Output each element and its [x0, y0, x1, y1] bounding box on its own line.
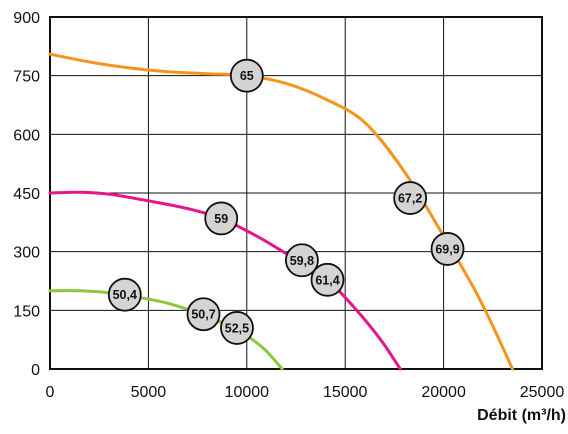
series-2-curve — [48, 289, 284, 371]
y-tick-label: 150 — [13, 303, 40, 320]
marker-circle — [229, 58, 264, 93]
marker-circle — [186, 297, 221, 332]
x-tick-label: 15000 — [323, 384, 368, 401]
x-tick-label: 0 — [46, 384, 55, 401]
curve-marker: 59,8 — [285, 243, 319, 278]
curve-marker: 52,5 — [220, 311, 254, 345]
marker-label: 69,9 — [435, 242, 459, 256]
marker-circle — [393, 181, 428, 215]
curve-marker: 69,9 — [430, 232, 465, 266]
x-tick-label: 10000 — [225, 384, 270, 401]
curve-layer — [48, 52, 514, 371]
marker-layer: 65 67,2 69,9 59 59,861,4 50,4 50,7 52,5 — [107, 58, 465, 345]
marker-label: 50,7 — [191, 308, 215, 322]
y-tick-label: 450 — [13, 186, 40, 203]
y-tick-label: 300 — [13, 245, 40, 262]
marker-circle — [310, 262, 345, 297]
x-axis-title: Débit (m³/h) — [477, 407, 566, 424]
marker-circle — [430, 232, 465, 266]
curve-marker: 59 — [204, 201, 239, 236]
y-tick-label: 750 — [13, 69, 40, 86]
marker-circle — [285, 243, 319, 278]
curve-marker: 67,2 — [393, 181, 428, 215]
curve-marker: 50,4 — [107, 277, 142, 312]
marker-circle — [107, 277, 142, 312]
marker-circle — [204, 201, 239, 236]
marker-label: 50,4 — [113, 288, 137, 302]
marker-label: 59 — [214, 212, 228, 226]
marker-label: 65 — [240, 69, 254, 83]
curve-marker: 61,4 — [310, 262, 345, 297]
grid-layer — [49, 16, 543, 370]
marker-circle — [220, 311, 254, 345]
series-0-curve — [48, 52, 514, 371]
marker-label: 61,4 — [315, 273, 339, 287]
x-tick-label: 20000 — [421, 384, 466, 401]
marker-label: 67,2 — [398, 192, 422, 206]
curve-marker: 65 — [229, 58, 264, 93]
label-layer: 0 5000 10000 15000 20000 25000 0 150 300 450 600 75… — [13, 10, 564, 401]
y-tick-label: 900 — [13, 10, 40, 27]
marker-label: 52,5 — [225, 321, 249, 335]
series-1-curve — [48, 190, 402, 371]
y-tick-label: 600 — [13, 127, 40, 144]
y-tick-label: 0 — [31, 362, 40, 379]
marker-label: 59,8 — [290, 254, 314, 268]
x-tick-label: 25000 — [520, 384, 565, 401]
curve-marker: 50,7 — [186, 297, 221, 332]
x-tick-label: 5000 — [131, 384, 167, 401]
